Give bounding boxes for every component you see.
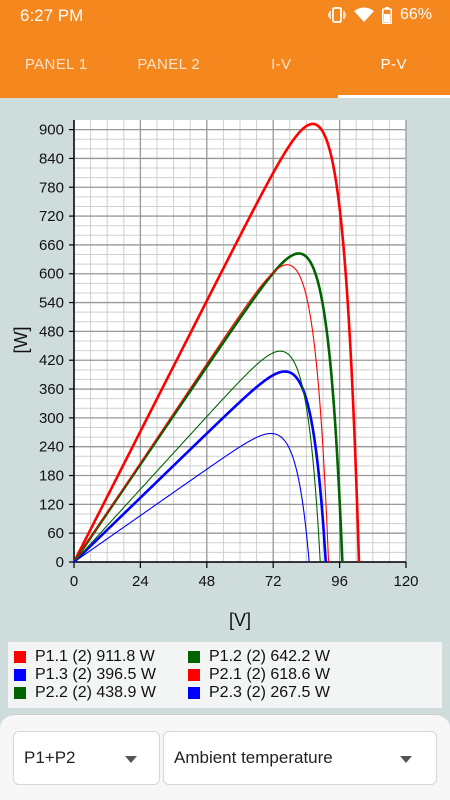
legend-swatch: [14, 687, 26, 699]
legend-swatch: [14, 669, 26, 681]
legend-label: P1.2 (2) 642.2 W: [209, 648, 330, 665]
y-tick-label: 720: [39, 208, 64, 225]
tab-i-v[interactable]: I-V: [271, 56, 292, 73]
x-axis-label: [V]: [229, 610, 251, 630]
legend-item: P1.3 (2) 396.5 W: [14, 666, 156, 684]
parameter-value: Ambient temperature: [174, 748, 333, 767]
series-line: [72, 252, 344, 563]
controls-panel: P1+P2 Ambient temperature: [0, 714, 450, 800]
series-line: [73, 370, 328, 563]
y-tick-label: 60: [47, 525, 64, 542]
legend-item: P1.1 (2) 911.8 W: [14, 648, 155, 666]
x-tick-label: 0: [70, 573, 78, 590]
y-tick-label: 180: [39, 468, 64, 485]
wifi-icon: [353, 7, 374, 23]
battery-icon: [381, 6, 392, 24]
battery-percent: 66%: [399, 6, 432, 23]
tab-panel-1[interactable]: PANEL 1: [24, 56, 88, 73]
y-tick-label: 840: [39, 150, 64, 167]
y-tick-label: 600: [39, 266, 64, 283]
series-line: [73, 432, 310, 563]
status-icons: 66%: [327, 6, 432, 24]
tab-p-v[interactable]: P-V: [337, 30, 450, 98]
series-line: [72, 122, 361, 563]
status-time: 6:27 PM: [20, 6, 84, 25]
series: [72, 122, 361, 563]
y-axis-label: [W]: [11, 327, 31, 354]
legend-swatch: [14, 651, 26, 663]
chevron-down-icon: [125, 756, 137, 763]
y-tick-label: 480: [39, 323, 64, 340]
pv-chart-area: 0 24 48 72 96 120 0 60 120 180 240 300 360 420 480 540 6…: [0, 98, 450, 638]
x-tick-label: 96: [331, 573, 348, 590]
x-tick-label: 48: [198, 573, 215, 590]
legend-label: P2.1 (2) 618.6 W: [209, 666, 330, 683]
y-tick-label: 540: [39, 295, 64, 312]
tick-labels: 0 24 48 72 96 120 0 60 120 180 240 300 360 420 480 540 6…: [39, 122, 419, 590]
vibrate-icon: [327, 7, 346, 23]
x-tick-label: 24: [132, 573, 149, 590]
parameter-select[interactable]: Ambient temperature: [163, 731, 437, 785]
legend-label: P1.3 (2) 396.5 W: [35, 666, 156, 683]
y-tick-label: 660: [39, 237, 64, 254]
pv-chart: 0 24 48 72 96 120 0 60 120 180 240 300 360 420 480 540 6…: [11, 120, 419, 630]
y-tick-label: 420: [39, 352, 64, 369]
legend-item: P2.2 (2) 438.9 W: [14, 684, 156, 702]
series-line: [73, 350, 321, 563]
tab-bar: PANEL 1 PANEL 2 I-V P-V: [0, 30, 450, 98]
y-tick-label: 360: [39, 381, 64, 398]
x-tick-label: 72: [265, 573, 282, 590]
series-line: [73, 264, 330, 563]
legend-swatch: [188, 651, 200, 663]
legend-item: P2.3 (2) 267.5 W: [188, 684, 330, 702]
chart-legend: P1.1 (2) 911.8 W P1.2 (2) 642.2 W P1.3 (…: [8, 642, 442, 708]
legend-swatch: [188, 669, 200, 681]
legend-item: P1.2 (2) 642.2 W: [188, 648, 330, 666]
panel-group-select[interactable]: P1+P2: [13, 731, 160, 785]
panel-group-value: P1+P2: [24, 748, 76, 767]
tab-panel-2[interactable]: PANEL 2: [137, 56, 201, 73]
y-tick-label: 780: [39, 179, 64, 196]
legend-swatch: [188, 687, 200, 699]
legend-label: P2.2 (2) 438.9 W: [35, 684, 156, 701]
y-tick-label: 300: [39, 410, 64, 427]
x-tick-label: 120: [393, 573, 418, 590]
legend-item: P2.1 (2) 618.6 W: [188, 666, 330, 684]
y-tick-label: 120: [39, 496, 64, 513]
legend-label: P1.1 (2) 911.8 W: [35, 648, 155, 665]
y-tick-label: 240: [39, 439, 64, 456]
y-tick-label: 0: [56, 554, 64, 571]
status-bar: 6:27 PM 66%: [0, 0, 450, 30]
y-tick-label: 900: [39, 122, 64, 139]
legend-label: P2.3 (2) 267.5 W: [209, 684, 330, 701]
chevron-down-icon: [400, 756, 412, 763]
